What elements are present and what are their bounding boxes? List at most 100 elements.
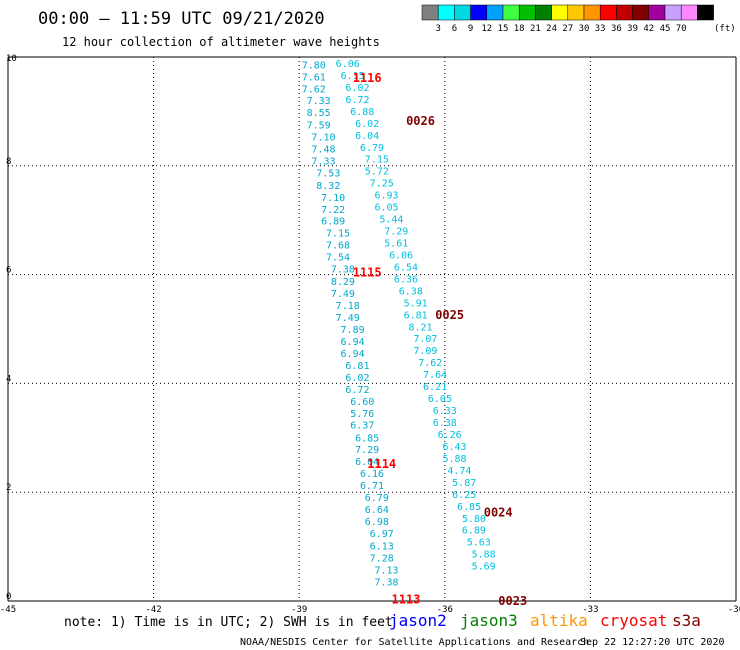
wave-height-value: 6.79 [360, 143, 384, 154]
wave-height-value: 6.38 [399, 286, 423, 297]
color-scale-label: 6 [452, 24, 457, 34]
wave-height-value: 5.76 [350, 409, 374, 420]
wave-height-value: 8.29 [331, 277, 355, 288]
wave-height-value: 6.06 [389, 250, 413, 261]
wave-height-value: 6.37 [350, 421, 374, 432]
wave-height-value: 6.21 [423, 382, 447, 393]
wave-height-value: 6.89 [321, 217, 345, 228]
wave-height-value: 5.87 [452, 478, 476, 489]
color-scale-swatch [648, 4, 666, 21]
wave-height-value: 6.02 [355, 119, 379, 130]
y-tick-label: 8 [6, 157, 11, 167]
wave-height-value: 6.85 [355, 433, 379, 444]
wave-height-value: 7.62 [418, 358, 442, 369]
time-label: 0025 [435, 308, 464, 322]
wave-height-value: 8.55 [307, 108, 331, 119]
wave-height-value: 7.38 [375, 577, 399, 588]
wave-height-value: 6.72 [345, 95, 369, 106]
wave-height-value: 5.61 [384, 239, 408, 250]
chart-title: 00:00 – 11:59 UTC 09/21/2020 [38, 9, 325, 29]
wave-height-value: 6.16 [360, 469, 384, 480]
color-scale-swatch [502, 4, 520, 21]
satellite-legend-s3a: s3a [672, 611, 701, 630]
color-scale-label: 45 [660, 24, 671, 34]
time-label: 1114 [367, 457, 396, 471]
color-scale-label: 24 [546, 24, 557, 34]
wave-height-value: 6.13 [370, 542, 394, 553]
time-label: 1113 [392, 592, 421, 606]
footer-timestamp: Sep 22 12:27:20 UTC 2020 [580, 637, 725, 648]
wave-height-value: 5.88 [472, 550, 496, 561]
wave-height-value: 6.93 [375, 191, 399, 202]
wave-height-value: 7.07 [413, 334, 437, 345]
wave-height-value: 6.15 [341, 71, 365, 82]
wave-height-value: 7.25 [370, 179, 394, 190]
wave-height-value: 7.33 [311, 156, 335, 167]
y-tick-label: 0 [6, 592, 11, 602]
data-points: 7.807.617.627.338.557.597.107.487.337.53… [302, 59, 496, 588]
color-scale-label: 42 [643, 24, 654, 34]
axis-ticks: -45 -42 -39 -36 -33 -30 0 2 4 6 8 10 [0, 54, 740, 615]
wave-height-value: 6.43 [442, 442, 466, 453]
wave-height-value: 5.44 [379, 215, 403, 226]
wave-height-value: 5.88 [442, 454, 466, 465]
color-scale-swatch [632, 4, 650, 21]
color-scale-label: 33 [595, 24, 606, 34]
color-scale-swatch [680, 4, 698, 21]
wave-height-value: 6.81 [345, 361, 369, 372]
wave-height-value: 7.15 [365, 155, 389, 166]
wave-height-value: 7.64 [423, 370, 447, 381]
wave-height-value: 6.81 [404, 310, 428, 321]
color-scale-unit: (ft) [714, 24, 736, 34]
wave-height-value: 7.15 [326, 229, 350, 240]
wave-height-value: 8.21 [408, 322, 432, 333]
color-scale-swatch [599, 4, 617, 21]
wave-height-value: 7.33 [307, 96, 331, 107]
y-tick-label: 10 [6, 54, 17, 64]
wave-height-value: 6.94 [341, 337, 365, 348]
chart-subtitle: 12 hour collection of altimeter wave hei… [62, 35, 380, 49]
color-scale-swatch [583, 4, 601, 21]
wave-height-value: 7.89 [341, 325, 365, 336]
color-scale-label: 9 [468, 24, 473, 34]
x-tick-label: -30 [728, 605, 740, 615]
wave-height-value: 7.38 [331, 265, 355, 276]
wave-height-value: 7.54 [326, 253, 350, 264]
time-label: 1116 [353, 71, 382, 85]
satellite-legend-jason3: jason3 [460, 611, 518, 630]
color-scale-swatch [470, 4, 488, 21]
wave-height-value: 6.02 [345, 373, 369, 384]
time-labels: 1116 1115 1114 1113 0026 0025 0024 0023 [353, 71, 528, 608]
wave-height-value: 7.80 [302, 61, 326, 72]
wave-height-value: 7.49 [331, 289, 355, 300]
plot-grid [7, 56, 737, 602]
wave-height-value: 7.53 [316, 168, 340, 179]
time-label: 1115 [353, 265, 382, 279]
color-scale-label: 21 [530, 24, 541, 34]
wave-height-value: 7.49 [336, 313, 360, 324]
x-tick-label: -36 [437, 605, 453, 615]
wave-height-value: 6.97 [370, 529, 394, 540]
satellite-legend-altika: altika [530, 611, 588, 630]
wave-height-value: 6.79 [365, 493, 389, 504]
x-tick-label: -42 [145, 605, 161, 615]
x-tick-label: -45 [0, 605, 16, 615]
y-tick-label: 6 [6, 266, 11, 276]
wave-height-value: 6.26 [438, 430, 462, 441]
wave-height-value: 7.22 [321, 205, 345, 216]
y-tick-label: 4 [6, 374, 11, 384]
satellite-legend-jason2: jason2 [389, 611, 447, 630]
color-scale-label: 70 [676, 24, 687, 34]
wave-height-value: 5.72 [365, 167, 389, 178]
wave-height-value: 6.33 [433, 406, 457, 417]
wave-height-value: 7.59 [307, 120, 331, 131]
wave-height-value: 6.64 [365, 505, 389, 516]
wave-height-value: 7.62 [302, 85, 326, 96]
wave-height-value: 7.61 [302, 73, 326, 84]
wave-height-value: 5.63 [467, 538, 491, 549]
wave-height-value: 4.74 [447, 466, 471, 477]
wave-height-value: 6.36 [394, 274, 418, 285]
wave-height-value: 5.80 [462, 514, 486, 525]
wave-height-value: 5.91 [404, 298, 428, 309]
